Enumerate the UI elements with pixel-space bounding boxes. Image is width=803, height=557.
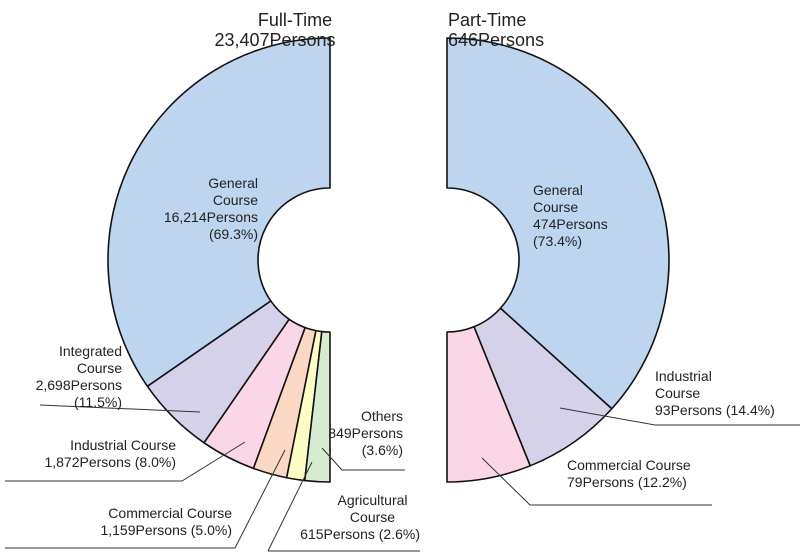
chart-title-block: Full-Time 23,407Persons — [175, 10, 375, 50]
category-label: General Course — [533, 182, 583, 215]
value-label: 849Persons — [328, 425, 403, 441]
chart-title-block: Part-Time 646Persons — [448, 10, 648, 50]
value-label: 1,872Persons — [44, 454, 131, 470]
value-label: 79Persons — [567, 474, 634, 490]
value-label: 16,214Persons — [163, 209, 258, 225]
value-line: 79Persons (12.2%) — [567, 474, 767, 491]
value-label: 615Persons — [300, 526, 375, 542]
value-line: 849Persons (3.6%) — [303, 425, 403, 459]
category-label: Industrial Course — [70, 437, 176, 453]
slice-label: Integrated Course 2,698Persons (11.5%) — [12, 343, 122, 411]
percent-label: (3.6%) — [361, 442, 403, 458]
slice-label: General Course 474Persons (73.4%) — [533, 182, 643, 250]
category-label: General Course — [208, 175, 258, 208]
percent-label: (73.4%) — [533, 233, 583, 249]
value-line: 16,214Persons (69.3%) — [138, 209, 258, 243]
value-label: 2,698Persons — [35, 377, 122, 393]
category-label: Commercial Course — [108, 505, 232, 521]
percent-label: (2.6%) — [378, 526, 420, 542]
slice-label: Others 849Persons (3.6%) — [303, 408, 403, 459]
value-line: 2,698Persons (11.5%) — [12, 377, 122, 411]
value-label: 93Persons — [655, 402, 722, 418]
percent-label: (11.5%) — [74, 394, 122, 410]
value-line: 93Persons (14.4%) — [655, 402, 803, 419]
leader-lines — [5, 404, 800, 552]
slice — [107, 37, 331, 388]
slice — [446, 37, 670, 410]
slice-label: Commercial Course 79Persons (12.2%) — [567, 457, 767, 491]
leader-line — [481, 457, 712, 506]
leader-line — [321, 447, 405, 471]
category-label: Industrial Course — [655, 368, 712, 401]
chart-title: Full-Time — [257, 10, 333, 30]
slice-label: Agricultural Course 615Persons (2.6%) — [270, 492, 420, 543]
percent-label: (69.3%) — [208, 226, 258, 242]
leader-line — [267, 461, 313, 552]
percent-label: (12.2%) — [637, 474, 687, 490]
category-label: Others — [360, 408, 403, 424]
category-label: Integrated Course — [58, 343, 122, 376]
value-line: 474Persons (73.4%) — [533, 216, 643, 250]
slice-label: General Course 16,214Persons (69.3%) — [138, 175, 258, 243]
leader-line — [5, 449, 286, 549]
chart-subtitle: 23,407Persons — [214, 30, 336, 50]
donut — [107, 37, 331, 483]
percent-label: (14.4%) — [725, 402, 775, 418]
leader-line — [5, 441, 246, 482]
value-label: 474Persons — [533, 216, 608, 232]
chart-subtitle: 646Persons — [448, 30, 545, 50]
slice-label: Industrial Course 1,872Persons (8.0%) — [0, 437, 176, 471]
slice-label: Industrial Course 93Persons (14.4%) — [655, 368, 803, 419]
slice — [446, 325, 532, 483]
value-line: 1,159Persons (5.0%) — [30, 522, 232, 539]
percent-label: (8.0%) — [134, 454, 176, 470]
leader-line — [39, 404, 201, 413]
category-label: Agricultural Course — [337, 492, 408, 525]
value-line: 615Persons (2.6%) — [270, 526, 420, 543]
leader-line — [559, 407, 800, 426]
value-line: 1,872Persons (8.0%) — [0, 454, 176, 471]
slice-label: Commercial Course 1,159Persons (5.0%) — [30, 505, 232, 539]
category-label: Commercial Course — [567, 457, 691, 473]
chart-title: Part-Time — [448, 10, 527, 30]
donut — [446, 37, 670, 483]
value-label: 1,159Persons — [100, 522, 187, 538]
slice — [303, 330, 331, 483]
percent-label: (5.0%) — [190, 522, 232, 538]
